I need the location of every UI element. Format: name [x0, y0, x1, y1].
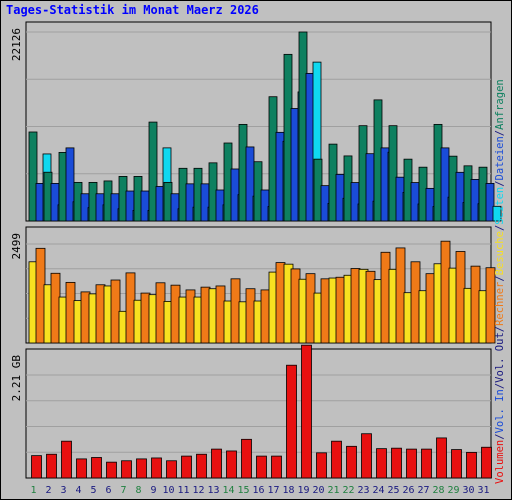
bar-volumen [421, 448, 432, 479]
bar-volumen [76, 458, 87, 479]
legend-entry: Volumen [494, 440, 506, 484]
bar-volumen [61, 440, 72, 479]
bar-volumen [271, 455, 282, 479]
bar-rechner [485, 267, 496, 344]
day-label: 16 [252, 485, 264, 496]
day-label: 23 [357, 485, 369, 496]
day-label: 10 [162, 485, 174, 496]
day-label: 5 [90, 485, 96, 496]
bar-volumen [166, 460, 177, 479]
bar-volumen [136, 458, 147, 479]
bar-volumen [346, 445, 357, 479]
bar-anfragen [148, 121, 158, 222]
day-label: 17 [267, 485, 279, 496]
legend-entry: / [494, 130, 506, 136]
day-label: 21 [327, 485, 339, 496]
bar-anfragen [28, 131, 38, 222]
bar-volumen [121, 460, 132, 479]
day-label: 22 [342, 485, 354, 496]
bar-volumen [256, 455, 267, 479]
day-label: 28 [432, 485, 444, 496]
bar-volumen [376, 448, 387, 479]
day-label: 6 [105, 485, 111, 496]
scale-label: 22126 [10, 28, 23, 61]
day-label: 3 [60, 485, 66, 496]
bar-dateien [485, 183, 495, 222]
day-label: 4 [75, 485, 81, 496]
bar-seiten [492, 205, 502, 222]
bar-volumen [46, 453, 57, 479]
day-label: 26 [402, 485, 414, 496]
legend-entry: / [494, 326, 506, 332]
day-label: 8 [135, 485, 141, 496]
day-label: 13 [207, 485, 219, 496]
bar-volumen [211, 448, 222, 479]
legend-entry: / [494, 275, 506, 281]
legend-entry: Besuche [494, 231, 506, 275]
day-label: 7 [120, 485, 126, 496]
legend-entry: Rechner [494, 282, 506, 326]
day-label: 1 [30, 485, 36, 496]
bar-volumen [241, 438, 252, 479]
day-label: 19 [297, 485, 309, 496]
day-label: 11 [177, 485, 189, 496]
vertical-legend: Volumen/Vol. In/Vol. Out/Rechner/Besuche… [494, 79, 506, 484]
bar-volumen [181, 455, 192, 479]
day-label: 31 [477, 485, 489, 496]
bar-volumen [391, 447, 402, 479]
bar-anfragen [388, 125, 398, 222]
bar-volumen [316, 452, 327, 479]
bar-volumen [91, 457, 102, 479]
bar-volumen [466, 451, 477, 479]
legend-entry: Dateien [494, 136, 506, 180]
day-label: 25 [387, 485, 399, 496]
day-label: 30 [462, 485, 474, 496]
bar-volumen [361, 433, 372, 479]
bar-volumen [31, 455, 42, 479]
legend-entry: / [494, 180, 506, 186]
bar-volumen [406, 448, 417, 479]
bar-volumen [196, 453, 207, 479]
bar-volumen [481, 446, 492, 479]
day-label: 29 [447, 485, 459, 496]
bar-volumen [331, 440, 342, 479]
legend-entry: / [494, 433, 506, 439]
bar-volumen [436, 437, 447, 479]
bar-volumen [286, 364, 297, 479]
bar-volumen [301, 344, 312, 479]
bar-volumen [151, 457, 162, 479]
legend-entry: Seiten [494, 187, 506, 225]
legend-entry: / [494, 383, 506, 389]
scale-label: 2499 [10, 233, 23, 260]
day-label: 27 [417, 485, 429, 496]
legend-entry: Anfragen [494, 79, 506, 130]
day-label: 9 [150, 485, 156, 496]
day-label: 18 [282, 485, 294, 496]
scale-label: 2.21 GB [10, 355, 23, 402]
bar-volumen [106, 461, 117, 479]
day-label: 24 [372, 485, 384, 496]
day-label: 14 [222, 485, 234, 496]
chart-title: Tages-Statistik im Monat Maerz 2026 [6, 3, 259, 17]
legend-entry: Vol. Out [494, 332, 506, 383]
day-label: 15 [237, 485, 249, 496]
bar-volumen [451, 449, 462, 479]
day-label: 2 [45, 485, 51, 496]
legend-entry: Vol. In [494, 389, 506, 433]
day-label: 20 [312, 485, 324, 496]
day-label: 12 [192, 485, 204, 496]
bar-volumen [226, 450, 237, 479]
legend-entry: / [494, 225, 506, 231]
